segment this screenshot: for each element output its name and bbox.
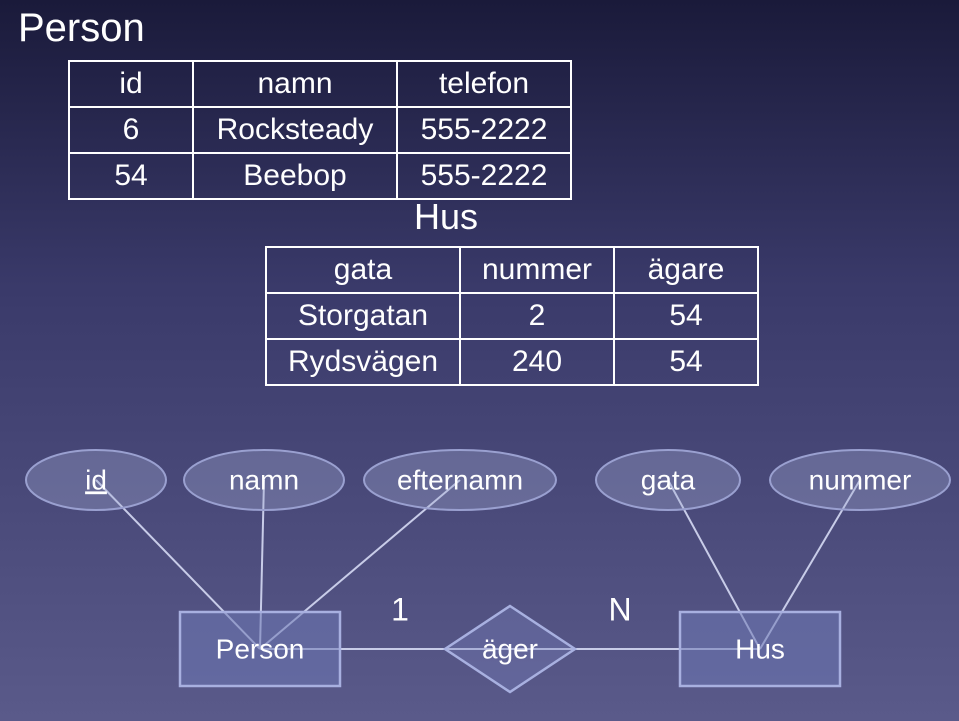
- table-row: 6 Rocksteady 555-2222: [69, 107, 571, 153]
- col-id: id: [69, 61, 193, 107]
- er-entity-label-hus: Hus: [735, 633, 785, 664]
- hus-table-title: Hus: [414, 196, 478, 238]
- er-attribute-label-id: id: [85, 464, 107, 495]
- col-telefon: telefon: [397, 61, 571, 107]
- table-row: 54 Beebop 555-2222: [69, 153, 571, 199]
- col-nummer: nummer: [460, 247, 614, 293]
- er-edge: [260, 480, 264, 649]
- er-attribute-label-efternamn: efternamn: [397, 464, 523, 495]
- cell: 2: [460, 293, 614, 339]
- er-entity-person: [180, 612, 340, 686]
- hus-table: gata nummer ägare Storgatan 2 54 Rydsväg…: [265, 246, 759, 386]
- cell: Storgatan: [266, 293, 460, 339]
- cell: Rydsvägen: [266, 339, 460, 385]
- er-entity-hus: [680, 612, 840, 686]
- cell: Rocksteady: [193, 107, 397, 153]
- er-attribute-label-nummer: nummer: [809, 464, 912, 495]
- er-attribute-gata: [596, 450, 740, 510]
- table-header-row: gata nummer ägare: [266, 247, 758, 293]
- table-header-row: id namn telefon: [69, 61, 571, 107]
- cell: 555-2222: [397, 153, 571, 199]
- er-edge: [668, 480, 760, 649]
- cell: 54: [69, 153, 193, 199]
- col-gata: gata: [266, 247, 460, 293]
- er-attribute-nummer: [770, 450, 950, 510]
- cell: Beebop: [193, 153, 397, 199]
- er-cardinality-one: 1: [391, 591, 409, 627]
- table-row: Storgatan 2 54: [266, 293, 758, 339]
- er-attribute-namn: [184, 450, 344, 510]
- cell: 240: [460, 339, 614, 385]
- cell: 54: [614, 339, 758, 385]
- er-entity-label-person: Person: [216, 633, 305, 664]
- er-edge: [96, 480, 260, 649]
- person-table: id namn telefon 6 Rocksteady 555-2222 54…: [68, 60, 572, 200]
- er-edge: [760, 480, 860, 649]
- page-title: Person: [18, 6, 145, 51]
- col-namn: namn: [193, 61, 397, 107]
- cell: 6: [69, 107, 193, 153]
- table-row: Rydsvägen 240 54: [266, 339, 758, 385]
- col-agare: ägare: [614, 247, 758, 293]
- cell: 54: [614, 293, 758, 339]
- er-attribute-label-gata: gata: [641, 464, 696, 495]
- er-relationship-label-ager: äger: [482, 633, 538, 664]
- er-attribute-efternamn: [364, 450, 556, 510]
- er-edge: [260, 480, 460, 649]
- er-cardinality-n: N: [608, 591, 631, 627]
- er-attribute-id: [26, 450, 166, 510]
- cell: 555-2222: [397, 107, 571, 153]
- er-attribute-label-namn: namn: [229, 464, 299, 495]
- er-relationship-ager: [445, 606, 575, 692]
